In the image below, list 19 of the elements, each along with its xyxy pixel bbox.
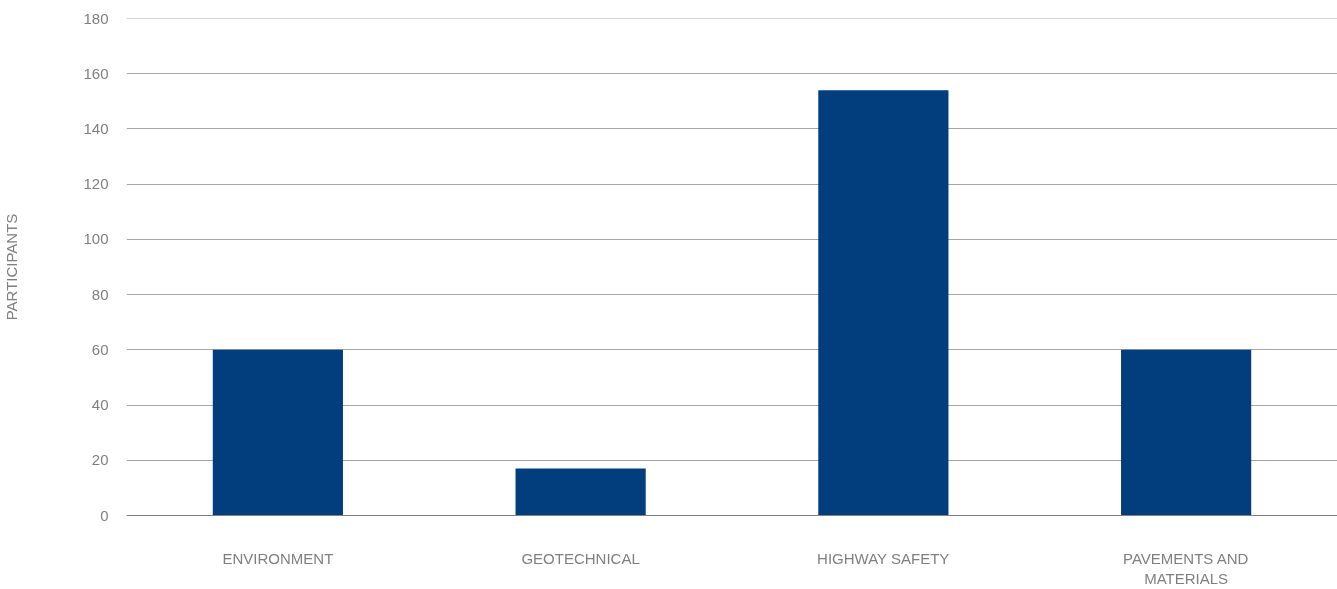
y-tick-label: 160 bbox=[83, 64, 109, 82]
y-axis-title: PARTICIPANTS bbox=[3, 213, 21, 321]
y-tick-label: 60 bbox=[91, 340, 109, 358]
y-tick-label: 180 bbox=[83, 9, 109, 27]
x-tick-label: ENVIRONMENT bbox=[222, 549, 334, 567]
y-tick-label: 20 bbox=[91, 451, 109, 469]
bar bbox=[515, 468, 646, 516]
y-tick-label: 140 bbox=[83, 119, 109, 137]
bar bbox=[212, 349, 343, 516]
y-tick-label: 0 bbox=[100, 506, 109, 524]
y-tick-label: 100 bbox=[83, 230, 109, 248]
bar bbox=[1121, 349, 1252, 516]
y-tick-label: 40 bbox=[91, 396, 109, 414]
x-tick-label: HIGHWAY SAFETY bbox=[817, 549, 950, 567]
x-tick-label: GEOTECHNICAL bbox=[521, 549, 640, 567]
bar bbox=[818, 90, 949, 516]
x-tick-label: PAVEMENTS AND MATERIALS bbox=[1123, 549, 1249, 587]
y-tick-label: 80 bbox=[91, 285, 109, 303]
y-tick-label: 120 bbox=[83, 175, 109, 193]
